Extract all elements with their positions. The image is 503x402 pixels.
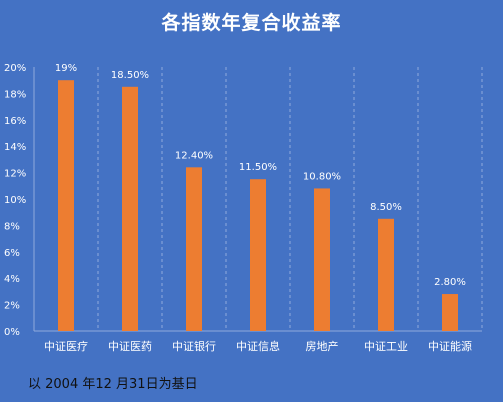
x-tick-label: 中证信息 bbox=[236, 339, 280, 353]
y-tick-label: 20% bbox=[4, 63, 26, 74]
bars bbox=[58, 80, 458, 331]
data-label: 19% bbox=[55, 63, 77, 74]
y-tick-label: 8% bbox=[4, 221, 20, 232]
y-tick-label: 4% bbox=[4, 274, 20, 285]
data-label: 8.50% bbox=[370, 202, 402, 213]
y-tick-label: 6% bbox=[4, 248, 20, 259]
y-tick-label: 2% bbox=[4, 301, 20, 312]
bar bbox=[378, 218, 394, 331]
y-tick-label: 0% bbox=[4, 327, 20, 338]
y-axis-ticks: 0% 2% 4% 6% 8% 10% 12% 14% 16% 18% 20% bbox=[4, 63, 26, 338]
data-label: 2.80% bbox=[434, 277, 466, 288]
data-labels: 19% 18.50% 12.40% 11.50% 10.80% 8.50% 2.80% bbox=[55, 63, 466, 288]
data-label: 18.50% bbox=[111, 70, 149, 81]
bar bbox=[186, 167, 202, 331]
y-tick-label: 10% bbox=[4, 195, 26, 206]
x-tick-label: 中证工业 bbox=[364, 340, 408, 353]
data-label: 11.50% bbox=[239, 162, 277, 173]
bar bbox=[314, 188, 330, 331]
bar bbox=[58, 80, 74, 331]
gridlines bbox=[33, 67, 483, 332]
data-label: 12.40% bbox=[175, 150, 213, 161]
bar bbox=[250, 179, 266, 331]
y-tick-label: 16% bbox=[4, 116, 26, 127]
x-tick-label: 中证能源 bbox=[428, 339, 472, 353]
y-tick-label: 18% bbox=[4, 89, 26, 100]
x-tick-label: 中证医疗 bbox=[44, 339, 88, 353]
base-date-note: 以 2004 年12 月31日为基日 bbox=[28, 377, 198, 392]
y-tick-label: 14% bbox=[4, 142, 26, 153]
y-tick-label: 12% bbox=[4, 169, 26, 180]
x-axis-labels: 中证医疗 中证医药 中证银行 中证信息 房地产 中证工业 中证能源 bbox=[44, 339, 472, 353]
x-tick-label: 中证银行 bbox=[172, 339, 216, 353]
x-tick-label: 房地产 bbox=[306, 339, 339, 353]
x-tick-label: 中证医药 bbox=[108, 340, 152, 353]
chart-title: 各指数年复合收益率 bbox=[161, 12, 342, 34]
bar bbox=[442, 294, 458, 331]
bar bbox=[122, 86, 138, 331]
data-label: 10.80% bbox=[303, 171, 341, 182]
